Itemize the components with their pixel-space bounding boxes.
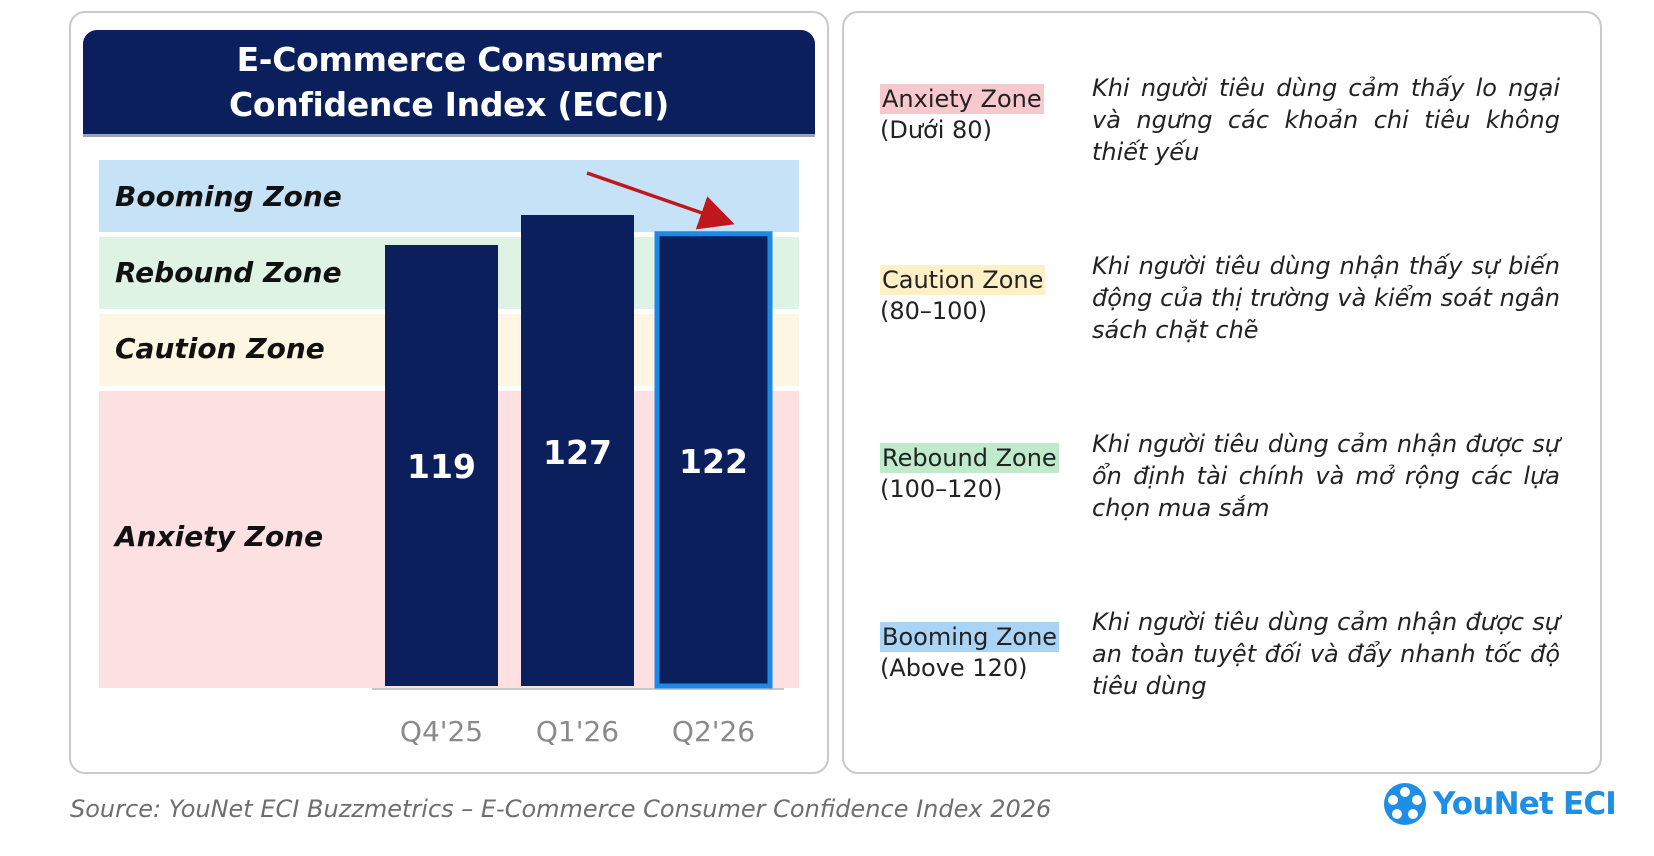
zone-band-booming [99, 160, 799, 232]
zone-label: Anxiety Zone [113, 520, 323, 553]
legend-zone-range: (Dưới 80) [880, 116, 992, 144]
trend-arrow [586, 171, 735, 230]
bar-value-label: 119 [407, 447, 476, 486]
legend-description-caution: Khi người tiêu dùng nhận thấy sự biến độ… [1092, 252, 1560, 344]
x-tick-label: Q4'25 [400, 715, 483, 748]
x-tick-label: Q2'26 [672, 715, 755, 748]
legend-item-rebound: Rebound Zone (100–120) [880, 443, 1080, 505]
legend-zone-label: Caution Zone [880, 265, 1046, 295]
x-tick-label: Q1'26 [536, 715, 619, 748]
legend-zone-range: (100–120) [880, 475, 1003, 503]
legend-zone-label: Booming Zone [880, 622, 1060, 652]
chart-header: E-Commerce Consumer Confidence Index (EC… [83, 30, 815, 137]
zone-label: Caution Zone [115, 332, 325, 365]
source-note: Source: YouNet ECI Buzzmetrics – E-Comme… [70, 795, 1052, 823]
younet-logo-icon [1384, 783, 1426, 825]
legend-zone-range: (80–100) [880, 297, 988, 325]
legend-description-rebound: Khi người tiêu dùng cảm nhận được sự ổn … [1092, 430, 1560, 522]
legend-description-booming: Khi người tiêu dùng cảm nhận được sự an … [1092, 608, 1560, 700]
bar-q126 [521, 215, 634, 686]
legend-item-anxiety: Anxiety Zone (Dưới 80) [880, 84, 1080, 146]
legend-zone-label: Rebound Zone [880, 443, 1059, 473]
bar-value-label: 122 [679, 442, 748, 481]
zone-label: Booming Zone [115, 180, 342, 213]
bar-q226 [654, 231, 773, 689]
brand-logo: YouNet ECI [1383, 782, 1617, 826]
chart-title: E-Commerce Consumer Confidence Index (EC… [228, 40, 670, 124]
legend-zone-label: Anxiety Zone [880, 84, 1044, 114]
bar-value-label: 127 [543, 433, 612, 472]
zone-label: Rebound Zone [115, 256, 342, 289]
legend-description-anxiety: Khi người tiêu dùng cảm thấy lo ngại và … [1092, 74, 1560, 166]
brand-name: YouNet ECI [1433, 786, 1617, 822]
legend-item-caution: Caution Zone (80–100) [880, 265, 1080, 327]
bar-q425 [385, 245, 498, 686]
legend-zone-range: (Above 120) [880, 654, 1028, 682]
legend-item-booming: Booming Zone (Above 120) [880, 622, 1080, 684]
